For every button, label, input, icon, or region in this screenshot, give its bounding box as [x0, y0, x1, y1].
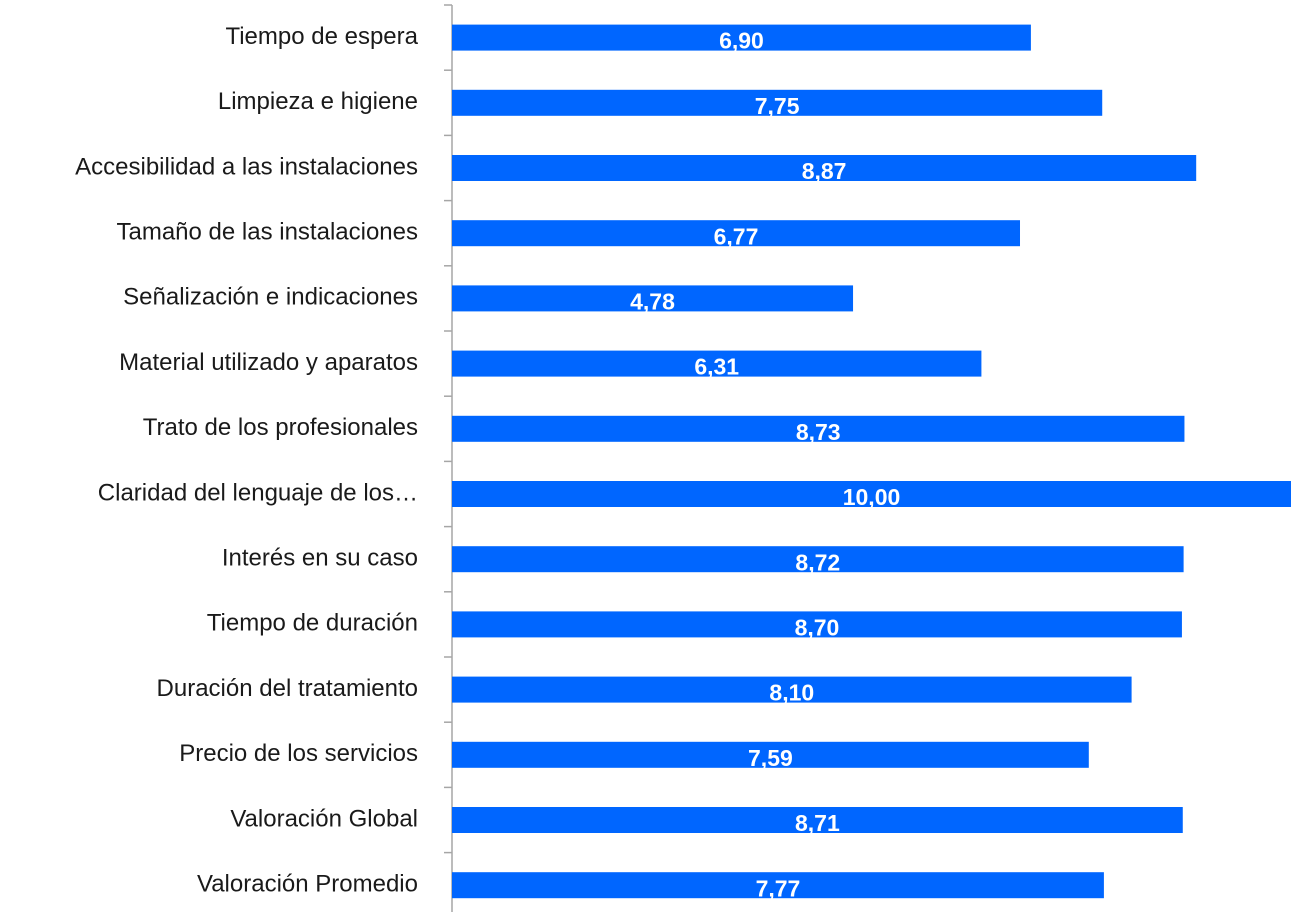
- category-label: Tiempo de espera: [225, 23, 418, 50]
- value-label: 7,75: [755, 93, 800, 119]
- category-label: Accesibilidad a las instalaciones: [75, 153, 418, 180]
- category-label: Tiempo de duración: [207, 610, 418, 637]
- bar: [452, 807, 1183, 833]
- category-label: Trato de los profesionales: [143, 414, 418, 441]
- bar: [452, 89, 1103, 116]
- category-label: Valoración Global: [230, 805, 418, 832]
- bar: [452, 24, 1031, 51]
- value-label: 6,31: [694, 354, 739, 380]
- bar: [452, 872, 1104, 899]
- value-label: 4,78: [630, 288, 675, 314]
- category-label: Señalización e indicaciones: [123, 284, 418, 311]
- bar: [452, 220, 1021, 247]
- category-label: Limpieza e higiene: [218, 88, 418, 115]
- category-label: Duración del tratamiento: [157, 675, 418, 702]
- bar: [452, 741, 1089, 768]
- value-label: 6,90: [719, 28, 764, 54]
- value-label: 7,59: [748, 745, 793, 771]
- value-label: 7,77: [756, 875, 801, 901]
- value-label: 10,00: [843, 484, 901, 510]
- value-label: 8,73: [796, 419, 841, 445]
- bar: [452, 155, 1197, 181]
- value-label: 8,87: [802, 158, 847, 184]
- value-label: 8,70: [795, 614, 840, 640]
- value-label: 8,71: [795, 810, 840, 836]
- bar: [452, 285, 854, 312]
- category-label: Material utilizado y aparatos: [119, 349, 418, 376]
- bar: [452, 546, 1184, 573]
- category-label: Tamaño de las instalaciones: [116, 219, 418, 246]
- category-label: Valoración Promedio: [197, 871, 418, 898]
- bar: [452, 415, 1185, 442]
- bar: [452, 481, 1291, 507]
- value-label: 6,77: [714, 223, 759, 249]
- category-label: Precio de los servicios: [179, 740, 418, 767]
- value-label: 8,10: [769, 680, 814, 706]
- category-label: Interés en su caso: [222, 545, 418, 572]
- value-label: 8,72: [795, 549, 840, 575]
- bar: [452, 350, 982, 377]
- bar: [452, 611, 1182, 638]
- bar: [452, 676, 1132, 703]
- category-label: Claridad del lenguaje de los…: [98, 479, 418, 506]
